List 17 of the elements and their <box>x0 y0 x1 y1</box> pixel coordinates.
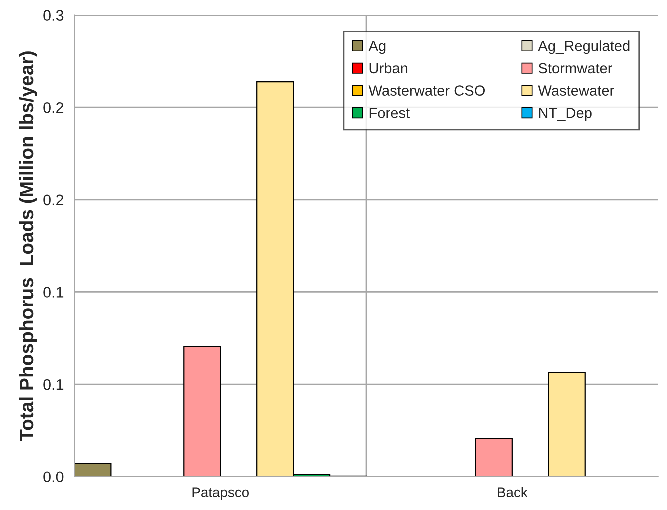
x-tick-label: Patapsco <box>192 488 249 500</box>
y-tick-label: 0.2 <box>44 194 64 206</box>
legend-label: Forest <box>370 108 410 118</box>
legend-label: Wasterwater CSO <box>368 86 485 96</box>
y-tick-label: 0.1 <box>44 379 64 390</box>
y-axis-title: Total Phosphorus Loads (Million lbs/year) <box>19 52 38 442</box>
legend-label: Ag_Regulated <box>538 40 630 54</box>
y-tick-label: 0.3 <box>44 10 64 21</box>
legend-label: Wastewater <box>538 86 614 96</box>
legend-label: Stormwater <box>538 63 612 74</box>
legend-label: NT_Dep <box>539 108 592 122</box>
legend-label: Ag <box>368 41 386 54</box>
legend-label: Urban <box>370 62 408 74</box>
y-tick-label: 0.0 <box>44 472 64 483</box>
y-tick-label: 0.2 <box>44 102 64 114</box>
x-tick-label: Back <box>498 487 528 498</box>
y-tick-label: 0.1 <box>44 287 64 298</box>
